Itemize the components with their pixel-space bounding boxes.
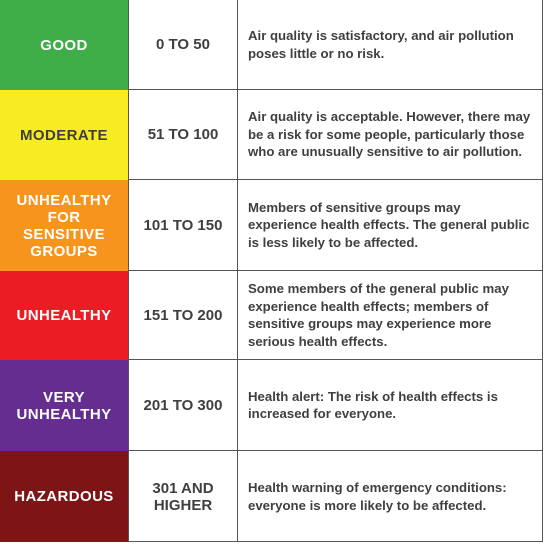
level-cell-good: GOOD [0,0,128,90]
level-cell-unhealthy: UNHEALTHY [0,271,128,360]
description-cell-moderate: Air quality is acceptable. However, ther… [237,90,543,180]
description-text: Air quality is acceptable. However, ther… [248,109,531,160]
range-label: 101 TO 150 [143,216,223,234]
description-cell-unhealthy-sensitive: Members of sensitive groups may experien… [237,180,543,271]
range-label: 51 TO 100 [147,126,219,143]
range-cell-very-unhealthy: 201 TO 300 [128,360,237,451]
level-label: MODERATE [20,126,108,144]
range-cell-good: 0 TO 50 [128,0,237,90]
description-text: Health warning of emergency conditions: … [248,480,507,513]
level-cell-moderate: MODERATE [0,90,128,180]
level-label: VERY UNHEALTHY [16,388,112,423]
level-label: UNHEALTHY [16,307,112,324]
level-label: UNHEALTHY FOR SENSITIVE GROUPS [16,191,112,260]
range-cell-hazardous: 301 AND HIGHER [128,451,237,542]
range-label: 151 TO 200 [143,306,223,324]
description-cell-unhealthy: Some members of the general public may e… [237,271,543,360]
range-cell-moderate: 51 TO 100 [128,90,237,180]
level-label: GOOD [40,36,88,54]
range-cell-unhealthy: 151 TO 200 [128,271,237,360]
range-cell-unhealthy-sensitive: 101 TO 150 [128,180,237,271]
description-cell-good: Air quality is satisfactory, and air pol… [237,0,543,90]
level-label: HAZARDOUS [14,488,114,505]
level-cell-very-unhealthy: VERY UNHEALTHY [0,360,128,451]
description-text: Some members of the general public may e… [248,281,509,349]
description-text: Health alert: The risk of health effects… [248,388,498,422]
description-cell-very-unhealthy: Health alert: The risk of health effects… [237,360,543,451]
description-cell-hazardous: Health warning of emergency conditions: … [237,451,543,542]
description-text: Members of sensitive groups may experien… [248,199,530,250]
level-cell-unhealthy-sensitive: UNHEALTHY FOR SENSITIVE GROUPS [0,180,128,271]
range-label: 201 TO 300 [143,396,223,414]
level-cell-hazardous: HAZARDOUS [0,451,128,542]
range-label: 301 AND HIGHER [152,479,214,514]
description-text: Air quality is satisfactory, and air pol… [248,28,514,61]
range-label: 0 TO 50 [156,36,210,53]
